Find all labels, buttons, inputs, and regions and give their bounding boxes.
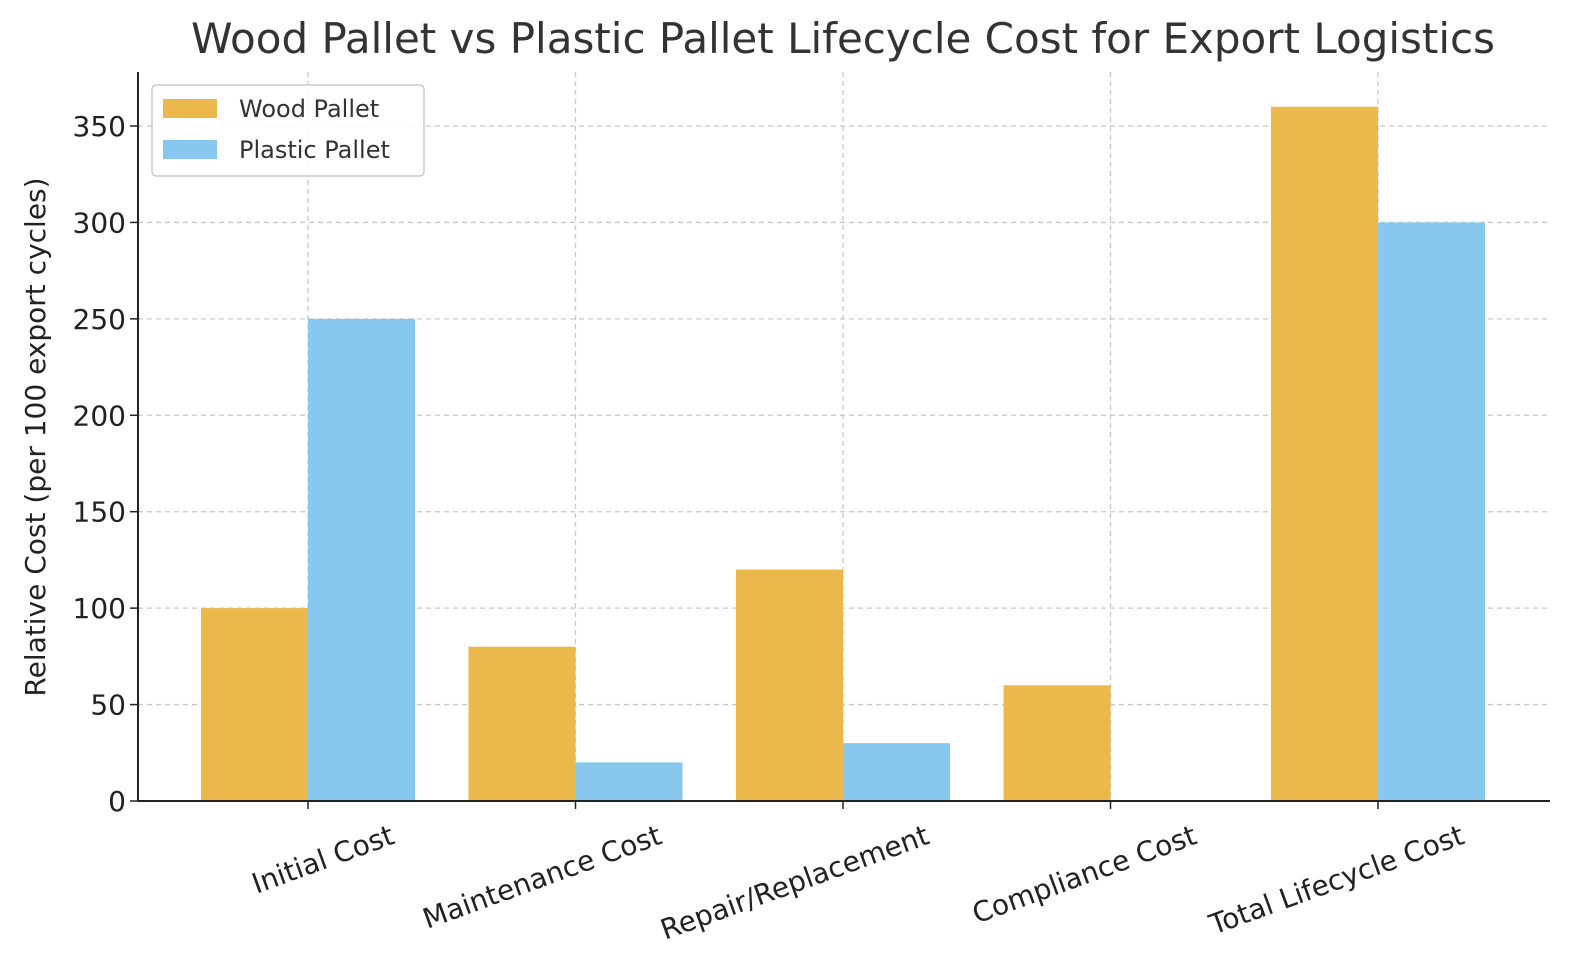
y-tick-label: 150 (73, 496, 126, 529)
y-axis-ticks: 0 50 100 150 200 250 300 350 (73, 110, 138, 818)
chart-title: Wood Pallet vs Plastic Pallet Lifecycle … (191, 14, 1495, 63)
y-axis-label: Relative Cost (per 100 export cycles) (19, 177, 52, 696)
y-tick-label: 300 (73, 206, 126, 239)
x-axis-ticks: Initial Cost Maintenance CostRepair/Repla… (247, 801, 1468, 946)
y-tick-label: 0 (108, 785, 126, 818)
legend-swatch-wood (163, 99, 217, 118)
bar-plastic-pallet (575, 762, 683, 801)
bar-plastic-pallet (1378, 222, 1485, 801)
legend-label-plastic: Plastic Pallet (239, 136, 390, 164)
y-tick-label: 250 (73, 303, 126, 336)
bar-plastic-pallet (308, 318, 415, 801)
y-tick-label: 50 (90, 689, 126, 722)
legend: Wood Pallet Plastic Pallet (151, 84, 425, 177)
bar-wood-pallet (736, 569, 843, 801)
legend-box (151, 84, 425, 177)
x-tick-label: Maintenance Cost (418, 819, 666, 936)
bar-wood-pallet (1003, 685, 1111, 801)
bars (201, 106, 1485, 801)
bar-wood-pallet (1271, 106, 1378, 801)
axes (137, 72, 1550, 802)
y-tick-label: 100 (73, 592, 126, 625)
legend-swatch-plastic (163, 140, 217, 159)
x-tick-label: Compliance Cost (968, 819, 1201, 931)
bar-wood-pallet (468, 646, 576, 801)
bar-plastic-pallet (843, 743, 950, 801)
y-tick-label: 350 (73, 110, 126, 143)
x-tick-label: Repair/Replacement (656, 819, 933, 947)
y-tick-label: 200 (73, 399, 126, 432)
legend-label-wood: Wood Pallet (239, 95, 379, 123)
x-tick-label: Initial Cost (247, 819, 398, 901)
x-tick-label: Total Lifecycle Cost (1204, 819, 1468, 942)
bar-wood-pallet (201, 608, 308, 801)
